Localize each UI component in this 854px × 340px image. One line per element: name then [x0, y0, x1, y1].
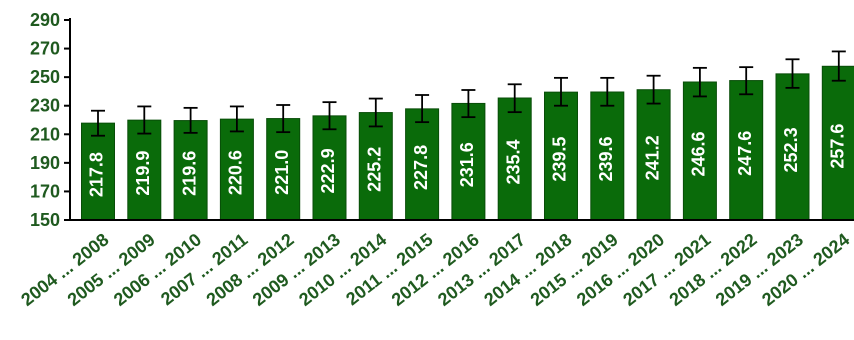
bar [358, 112, 393, 221]
bar [81, 122, 115, 221]
y-axis: 150 170 190 210 230 250 270 290 [30, 10, 71, 230]
y-tick-label: 150 [30, 210, 60, 230]
data-label: 219.9 [133, 151, 153, 196]
error-bar [692, 66, 707, 98]
bar [173, 120, 208, 221]
data-label: 222.9 [318, 148, 338, 193]
data-label: 252.3 [781, 127, 801, 172]
error-bar [507, 83, 522, 114]
y-tick-label: 230 [30, 96, 60, 116]
error-bar [229, 105, 244, 133]
y-tick-label: 290 [30, 10, 60, 30]
error-bar [91, 109, 105, 137]
data-label: 235.4 [503, 139, 523, 184]
y-tick-label: 250 [30, 67, 60, 87]
error-bar [183, 106, 198, 134]
y-tick-label: 170 [30, 181, 60, 201]
data-label: 239.5 [550, 137, 570, 182]
bar [636, 89, 671, 221]
error-bar [137, 105, 152, 135]
error-bar [600, 76, 615, 107]
data-label: 239.6 [596, 136, 616, 181]
error-bar [322, 101, 337, 131]
error-bar [368, 97, 383, 128]
data-label: 231.6 [457, 142, 477, 187]
bar [266, 118, 301, 221]
data-label: 247.6 [735, 131, 755, 176]
error-bar [831, 50, 846, 82]
error-bar [739, 66, 754, 96]
error-bar [785, 58, 800, 89]
bars-group: 217.8 219.9 219.6 220.6 221.0 222.9 225.2 227.8… [81, 50, 854, 221]
y-tick-label: 210 [30, 124, 60, 144]
bar [451, 102, 486, 221]
data-label: 225.2 [365, 147, 385, 192]
data-label: 241.2 [642, 135, 662, 180]
error-bar [554, 76, 568, 107]
bar [729, 80, 764, 221]
bar [821, 65, 854, 221]
error-bar [415, 94, 430, 124]
error-bar [276, 104, 291, 134]
data-label: 217.8 [87, 152, 107, 197]
data-label: 221.0 [272, 150, 292, 195]
error-bar [461, 89, 476, 119]
y-tick-label: 270 [30, 39, 60, 59]
data-label: 220.6 [226, 150, 246, 195]
data-label: 246.6 [689, 131, 709, 176]
bar [544, 91, 578, 221]
data-label: 227.8 [411, 145, 431, 190]
error-bar [646, 74, 661, 105]
data-label: 257.6 [828, 124, 848, 169]
data-label: 219.6 [179, 151, 199, 196]
y-tick-label: 190 [30, 153, 60, 173]
bar [497, 97, 532, 221]
bar [219, 118, 254, 221]
